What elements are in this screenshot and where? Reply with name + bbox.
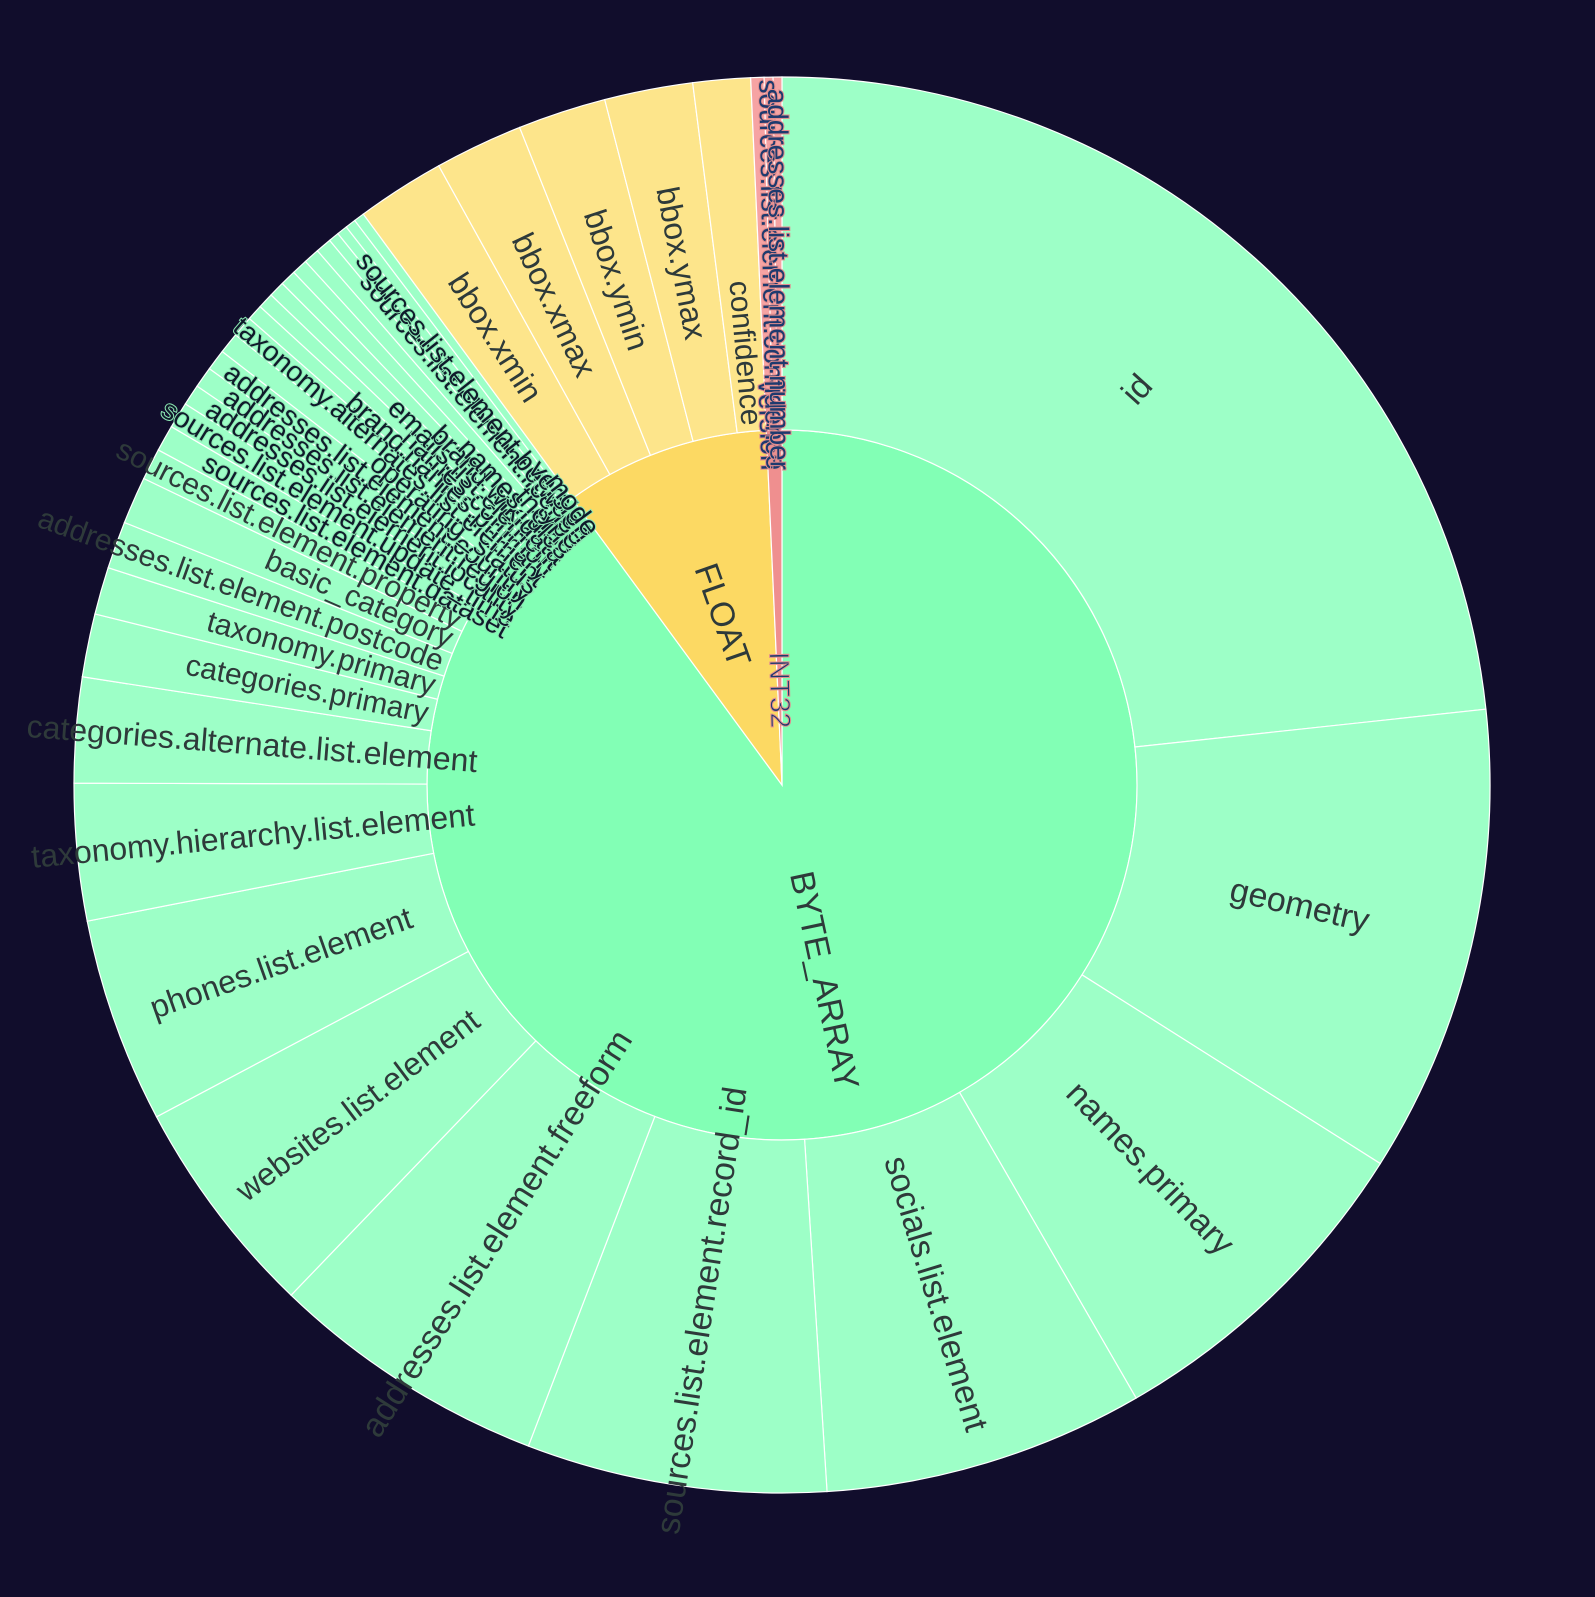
segment-byte-array-id[interactable] [781, 76, 1487, 748]
group-label-int32: INT32 [764, 652, 797, 729]
label-sources-list-element-confidence: sources.list.element.confidence [753, 79, 791, 470]
label-version: version [752, 379, 786, 470]
label-addresses-list-element-number: addresses.list.element.number [762, 89, 795, 470]
segment-byte-array-geometry[interactable] [1081, 708, 1491, 1165]
outer-ring [73, 76, 1491, 1494]
segment-int32-addresses-list-element-number[interactable] [772, 76, 783, 431]
segment-byte-array-names-primary[interactable] [958, 973, 1382, 1399]
